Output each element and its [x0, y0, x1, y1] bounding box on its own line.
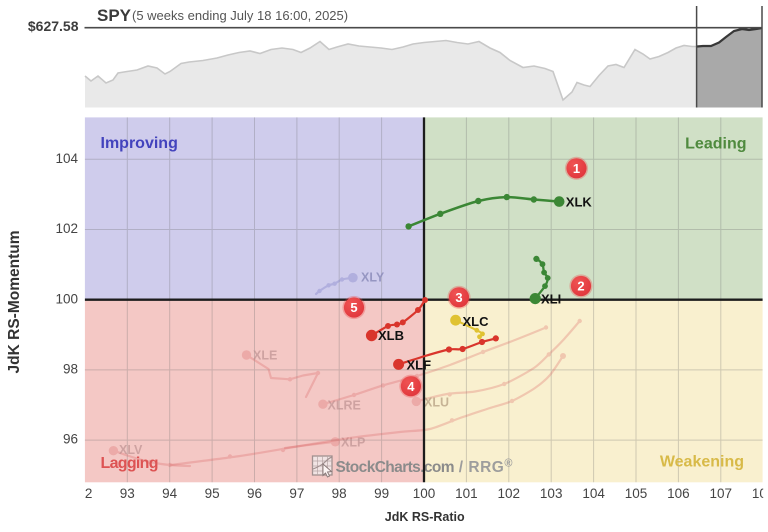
svg-text:XLP: XLP	[341, 436, 365, 450]
svg-text:95: 95	[205, 486, 220, 501]
svg-text:107: 107	[710, 486, 733, 501]
svg-text:93: 93	[120, 486, 135, 501]
svg-text:2: 2	[577, 279, 584, 294]
svg-text:96: 96	[247, 486, 262, 501]
svg-text:102: 102	[55, 221, 78, 236]
svg-text:103: 103	[540, 486, 563, 501]
svg-text:Improving: Improving	[101, 135, 178, 152]
svg-text:108: 108	[752, 486, 768, 501]
svg-text:XLI: XLI	[541, 292, 561, 307]
svg-text:104: 104	[582, 486, 605, 501]
svg-text:XLB: XLB	[378, 328, 404, 343]
svg-text:XLE: XLE	[253, 349, 277, 363]
svg-text:$627.58: $627.58	[28, 18, 79, 34]
svg-text:98: 98	[332, 486, 347, 501]
svg-text:92: 92	[77, 486, 92, 501]
svg-text:101: 101	[455, 486, 478, 501]
svg-text:XLY: XLY	[361, 271, 385, 285]
svg-text:XLF: XLF	[407, 358, 432, 373]
svg-text:JdK RS-Ratio: JdK RS-Ratio	[385, 510, 465, 524]
svg-text:3: 3	[455, 290, 462, 305]
svg-text:97: 97	[289, 486, 304, 501]
svg-text:104: 104	[55, 151, 78, 166]
svg-text:(5 weeks ending July 18 16:00,: (5 weeks ending July 18 16:00, 2025)	[132, 8, 348, 23]
svg-text:94: 94	[162, 486, 178, 501]
svg-text:96: 96	[63, 432, 78, 447]
svg-text:1: 1	[573, 161, 580, 176]
svg-text:100: 100	[55, 291, 78, 306]
svg-text:XLRE: XLRE	[328, 399, 361, 413]
svg-text:100: 100	[413, 486, 436, 501]
svg-text:XLK: XLK	[566, 195, 593, 210]
svg-text:Leading: Leading	[685, 136, 746, 153]
svg-text:JdK RS-Momentum: JdK RS-Momentum	[6, 231, 23, 374]
svg-text:5: 5	[350, 300, 357, 315]
svg-text:106: 106	[667, 486, 690, 501]
svg-text:4: 4	[407, 379, 415, 394]
svg-text:XLC: XLC	[463, 314, 490, 329]
svg-text:XLV: XLV	[119, 443, 143, 457]
svg-text:Weakening: Weakening	[660, 454, 744, 471]
svg-text:Lagging: Lagging	[101, 455, 158, 472]
svg-text:105: 105	[625, 486, 648, 501]
svg-text:99: 99	[374, 486, 389, 501]
svg-text:SPY: SPY	[97, 6, 132, 25]
svg-text:102: 102	[498, 486, 521, 501]
svg-text:XLU: XLU	[424, 396, 449, 410]
svg-text:98: 98	[63, 362, 78, 377]
